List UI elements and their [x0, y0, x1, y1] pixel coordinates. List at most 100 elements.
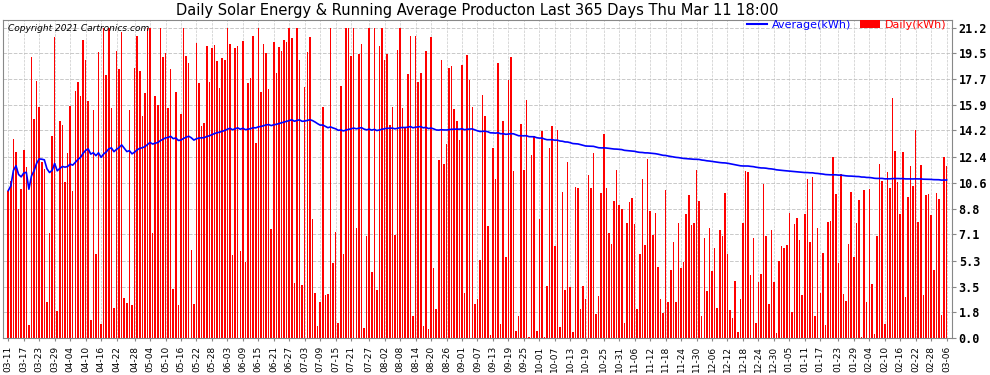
Bar: [928, 194, 930, 338]
Bar: [521, 124, 522, 338]
Bar: [807, 179, 808, 338]
Bar: [381, 28, 383, 338]
Bar: [672, 242, 674, 338]
Bar: [330, 28, 332, 338]
Bar: [418, 82, 419, 338]
Bar: [463, 292, 465, 338]
Bar: [363, 328, 364, 338]
Bar: [778, 261, 780, 338]
Bar: [768, 304, 769, 338]
Bar: [657, 267, 658, 338]
Bar: [833, 157, 834, 338]
Bar: [15, 152, 17, 338]
Bar: [585, 299, 586, 338]
Bar: [646, 159, 648, 338]
Bar: [379, 46, 380, 338]
Bar: [201, 126, 202, 338]
Bar: [860, 337, 862, 338]
Bar: [224, 60, 226, 338]
Bar: [47, 302, 48, 338]
Text: Copyright 2021 Cartronics.com: Copyright 2021 Cartronics.com: [8, 24, 149, 33]
Bar: [441, 60, 443, 338]
Bar: [288, 28, 290, 338]
Bar: [582, 286, 584, 338]
Bar: [216, 61, 218, 338]
Bar: [352, 28, 354, 338]
Bar: [111, 108, 112, 338]
Bar: [933, 270, 935, 338]
Bar: [900, 214, 901, 338]
Bar: [116, 51, 117, 338]
Bar: [683, 262, 684, 338]
Bar: [732, 318, 734, 338]
Bar: [134, 68, 136, 338]
Bar: [405, 127, 406, 338]
Bar: [809, 242, 811, 338]
Bar: [634, 224, 636, 338]
Bar: [458, 140, 460, 338]
Bar: [842, 294, 844, 338]
Bar: [314, 293, 316, 338]
Bar: [706, 291, 708, 338]
Bar: [902, 152, 904, 338]
Bar: [696, 170, 697, 338]
Bar: [49, 232, 50, 338]
Bar: [590, 188, 592, 338]
Bar: [450, 66, 452, 338]
Bar: [410, 36, 411, 338]
Bar: [301, 285, 303, 338]
Bar: [389, 125, 391, 338]
Bar: [82, 40, 84, 338]
Bar: [157, 105, 158, 338]
Bar: [709, 228, 710, 338]
Bar: [931, 214, 932, 338]
Bar: [350, 56, 351, 338]
Bar: [770, 230, 772, 338]
Bar: [497, 63, 499, 338]
Bar: [554, 246, 555, 338]
Bar: [98, 51, 99, 338]
Bar: [812, 177, 814, 338]
Bar: [915, 129, 917, 338]
Bar: [667, 302, 669, 338]
Bar: [678, 222, 679, 338]
Bar: [85, 60, 86, 338]
Bar: [804, 214, 806, 338]
Bar: [384, 60, 385, 338]
Bar: [392, 107, 393, 338]
Bar: [868, 189, 870, 338]
Bar: [407, 74, 409, 338]
Bar: [343, 254, 345, 338]
Bar: [309, 37, 311, 338]
Bar: [662, 313, 664, 338]
Bar: [13, 140, 14, 338]
Bar: [436, 309, 437, 338]
Bar: [518, 316, 520, 338]
Bar: [420, 74, 422, 338]
Bar: [304, 87, 306, 338]
Bar: [539, 219, 541, 338]
Bar: [320, 302, 321, 338]
Bar: [642, 179, 644, 338]
Bar: [170, 69, 171, 338]
Bar: [513, 171, 515, 338]
Bar: [598, 296, 599, 338]
Bar: [523, 170, 525, 338]
Bar: [744, 171, 746, 338]
Bar: [717, 308, 718, 338]
Bar: [627, 223, 628, 338]
Bar: [781, 246, 782, 338]
Bar: [159, 28, 161, 338]
Bar: [698, 201, 700, 338]
Bar: [619, 205, 620, 338]
Bar: [913, 186, 914, 338]
Bar: [680, 268, 682, 338]
Bar: [815, 316, 816, 338]
Bar: [175, 92, 176, 338]
Bar: [95, 254, 97, 338]
Bar: [44, 169, 46, 338]
Bar: [765, 236, 767, 338]
Bar: [828, 222, 829, 338]
Bar: [820, 294, 821, 338]
Bar: [368, 28, 370, 338]
